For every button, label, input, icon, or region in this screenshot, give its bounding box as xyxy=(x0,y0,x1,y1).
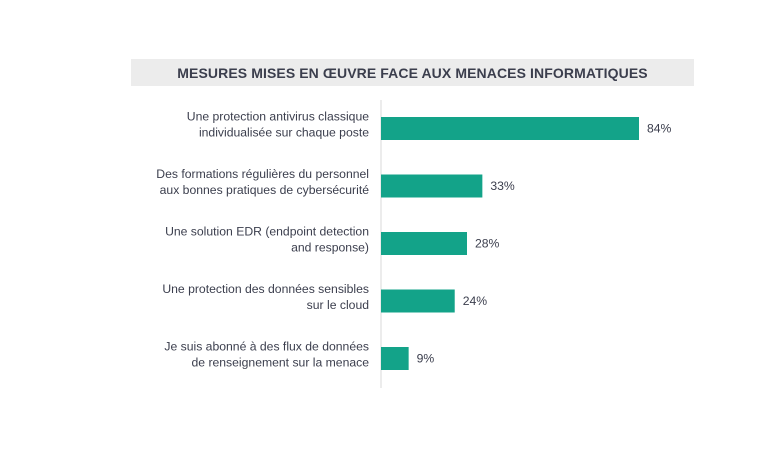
value-label-5: 9% xyxy=(417,352,435,366)
bar-3 xyxy=(381,232,467,255)
value-label-2: 33% xyxy=(490,179,515,193)
category-label-3-line-1: Une solution EDR (endpoint detection xyxy=(165,225,369,239)
category-label-2-line-2: aux bonnes pratiques de cybersécurité xyxy=(160,183,370,197)
category-label-2-line-1: Des formations régulières du personnel xyxy=(156,167,369,181)
value-label-3: 28% xyxy=(475,237,500,251)
category-label-4-line-2: sur le cloud xyxy=(307,298,369,312)
category-label-2: Des formations régulières du personnel au… xyxy=(156,167,369,197)
category-label-5: Je suis abonné à des flux de données de r… xyxy=(164,340,369,370)
bar-5 xyxy=(381,347,409,370)
category-label-4: Une protection des données sensibles sur … xyxy=(162,282,369,312)
category-label-1-line-1: Une protection antivirus classique xyxy=(187,110,369,124)
category-label-3: Une solution EDR (endpoint detection and … xyxy=(165,225,369,255)
category-label-5-line-2: de renseignement sur la menace xyxy=(192,356,370,370)
bar-2 xyxy=(381,174,483,198)
chart-title: MESURES MISES EN ŒUVRE FACE AUX MENACES … xyxy=(177,64,648,81)
category-label-4-line-1: Une protection des données sensibles xyxy=(162,282,369,296)
bar-4 xyxy=(381,289,455,313)
bar-1 xyxy=(381,117,639,140)
category-label-1: Une protection antivirus classique indivi… xyxy=(187,110,369,140)
category-label-3-line-2: and response) xyxy=(291,241,369,255)
value-label-4: 24% xyxy=(463,294,488,308)
category-label-1-line-2: individualisée sur chaque poste xyxy=(199,126,369,140)
chart-title-bar: MESURES MISES EN ŒUVRE FACE AUX MENACES … xyxy=(131,59,694,86)
value-label-1: 84% xyxy=(647,122,672,136)
category-label-5-line-1: Je suis abonné à des flux de données xyxy=(164,340,369,354)
